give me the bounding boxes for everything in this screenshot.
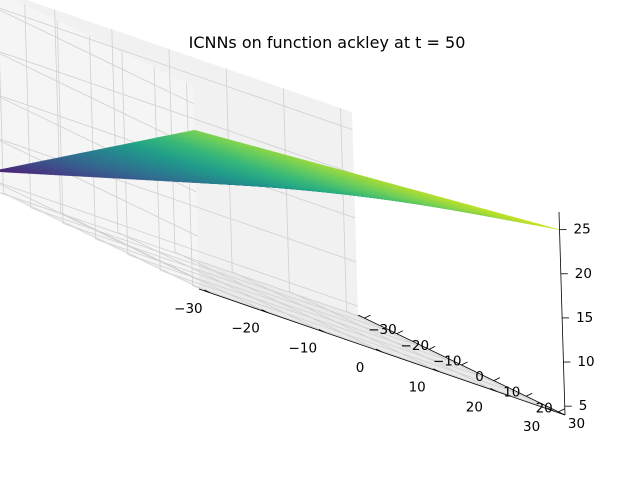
x-tick-mark — [490, 388, 497, 392]
x-tick-label: −30 — [174, 301, 203, 317]
grid-line — [0, 51, 354, 175]
x-tick-mark — [375, 348, 383, 353]
grid-line — [111, 29, 119, 233]
y-tick-label: −10 — [433, 353, 462, 369]
z-axis-line — [558, 211, 566, 416]
grid-line — [54, 9, 62, 213]
y-tick-mark — [526, 392, 533, 397]
z-tick-label: 5 — [579, 398, 588, 414]
x-tick-mark — [204, 289, 211, 294]
y-tick-mark — [364, 314, 371, 319]
y-tick-label: −30 — [368, 322, 397, 338]
y-tick-mark — [558, 408, 565, 413]
grid-line — [0, 183, 199, 281]
z-tick-label: 20 — [575, 266, 592, 282]
chart-title: ICNNs on function ackley at t = 50 — [188, 33, 466, 52]
side-pane — [0, 0, 199, 289]
grid-line — [0, 7, 353, 131]
grid-line — [0, 9, 194, 105]
y-tick-label: −20 — [401, 338, 430, 354]
x-tick-mark — [318, 328, 325, 333]
x-tick-mark — [433, 368, 440, 373]
grid-line — [192, 285, 559, 413]
tick-labels: −30−20−100102030−30−20−10010203051015202… — [174, 222, 594, 435]
grid-line — [56, 20, 64, 224]
grid-line — [0, 138, 357, 263]
grid-line — [24, 4, 32, 208]
grid-line — [340, 108, 347, 312]
x-tick-label: 0 — [356, 360, 365, 376]
z-tick-label: 10 — [577, 354, 594, 370]
x-tick-mark — [547, 407, 554, 412]
y-tick-label: 0 — [475, 369, 484, 385]
surface-patch — [545, 226, 560, 230]
z-tick-label: 15 — [576, 310, 593, 326]
grid-line — [0, 182, 358, 307]
x-tick-label: −20 — [231, 321, 260, 337]
y-tick-mark — [396, 330, 403, 335]
grid-line — [282, 88, 290, 292]
x-tick-label: −10 — [289, 340, 318, 356]
y-tick-label: 20 — [536, 400, 553, 416]
y-tick-label: 10 — [503, 385, 520, 401]
y-tick-mark — [493, 377, 501, 381]
surface-mesh — [0, 129, 560, 230]
y-tick-mark — [428, 346, 436, 350]
grid-line — [0, 140, 198, 237]
y-tick-mark — [461, 361, 468, 366]
grid-line — [0, 63, 4, 193]
x-tick-label: 10 — [409, 380, 426, 396]
axis-panes — [0, 0, 565, 415]
x-tick-label: 30 — [523, 419, 540, 435]
x-tick-mark — [261, 309, 268, 313]
grid-line — [0, 53, 196, 149]
x-tick-label: 20 — [466, 399, 483, 415]
grid-line — [89, 35, 96, 240]
y-tick-label: 30 — [568, 416, 585, 432]
axis-lines — [198, 211, 572, 416]
z-tick-label: 25 — [574, 222, 591, 238]
grid-line — [160, 269, 527, 397]
